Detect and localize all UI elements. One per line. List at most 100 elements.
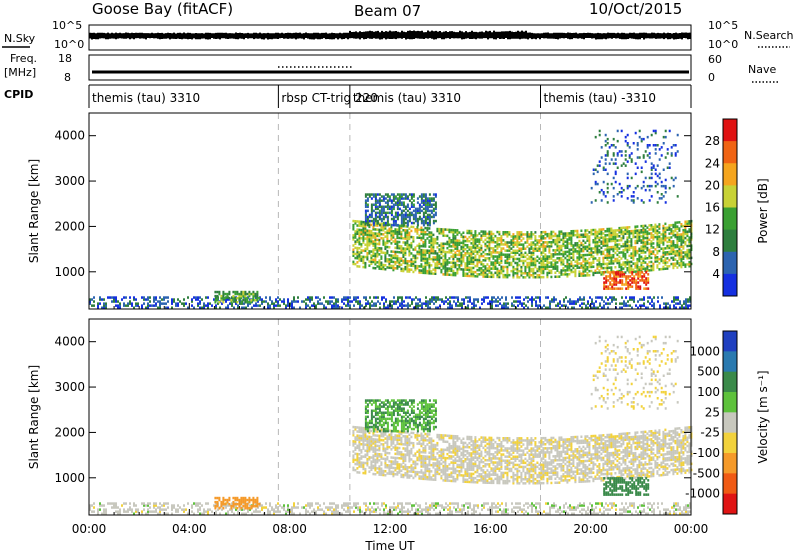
- power-gate: [364, 211, 367, 215]
- power-gate: [428, 193, 431, 196]
- power-gate: [404, 267, 407, 271]
- power-gate: [660, 233, 663, 236]
- power-gate: [356, 257, 359, 260]
- power-gate: [534, 231, 537, 234]
- power-gate: [662, 228, 665, 232]
- power-gate: [645, 271, 648, 274]
- power-gate: [572, 232, 575, 235]
- power-gate: [456, 231, 459, 234]
- velocity-gate: [343, 508, 345, 511]
- power-gate: [426, 271, 429, 275]
- power-gate: [674, 262, 677, 265]
- power-gate: [484, 267, 487, 270]
- power-gate: [378, 203, 381, 206]
- power-gate: [430, 199, 433, 202]
- power-gate: [614, 235, 617, 238]
- power-gate: [636, 184, 639, 188]
- velocity-gate: [149, 506, 151, 509]
- velocity-gate: [335, 506, 337, 509]
- power-gate: [207, 296, 209, 299]
- power-gate: [676, 249, 679, 253]
- power-gate: [642, 235, 645, 238]
- power-gate: [413, 306, 415, 309]
- power-gate: [493, 300, 495, 303]
- power-gate: [352, 234, 355, 237]
- power-gate: [591, 302, 593, 305]
- velocity-gate: [349, 502, 351, 505]
- power-gate: [446, 261, 449, 264]
- power-gate: [434, 213, 437, 217]
- power-gate: [440, 232, 443, 235]
- power-gate: [376, 224, 379, 227]
- power-gate: [652, 264, 655, 268]
- power-gate: [127, 304, 129, 307]
- power-gate: [388, 258, 391, 261]
- power-gate: [476, 244, 479, 247]
- power-gate: [422, 223, 425, 227]
- velocity-gate: [315, 502, 317, 505]
- power-gate: [392, 254, 395, 257]
- power-gate: [529, 298, 531, 301]
- power-gate: [631, 306, 633, 309]
- power-gate: [372, 258, 375, 262]
- power-gate: [418, 271, 421, 274]
- power-gate: [652, 266, 655, 270]
- power-gate: [610, 235, 613, 239]
- power-gate: [440, 268, 443, 272]
- power-gate: [420, 255, 423, 258]
- power-gate: [343, 296, 345, 299]
- power-gate: [534, 237, 537, 240]
- power-gate: [650, 240, 653, 243]
- power-gate: [518, 269, 521, 273]
- power-gate: [466, 250, 469, 253]
- power-gate: [354, 256, 357, 260]
- power-gate: [586, 237, 589, 240]
- power-gate: [396, 242, 399, 246]
- power-gate: [242, 292, 245, 296]
- velocity-gate: [519, 506, 521, 509]
- power-gate: [422, 193, 425, 196]
- velocity-gate: [443, 506, 445, 509]
- velocity-gate: [619, 512, 621, 515]
- velocity-gate: [365, 510, 367, 513]
- power-region: [364, 193, 437, 227]
- velocity-gate: [283, 504, 285, 507]
- power-gate: [580, 256, 583, 259]
- power-gate: [250, 299, 253, 302]
- power-gate: [552, 259, 555, 262]
- velocity-gate: [581, 504, 583, 507]
- power-gate: [153, 304, 155, 307]
- power-gate: [620, 228, 623, 232]
- velocity-gate: [399, 508, 401, 511]
- power-gate: [448, 228, 451, 232]
- velocity-gate: [545, 512, 547, 515]
- power-gate: [468, 240, 471, 243]
- power-gate: [417, 298, 419, 301]
- power-gate: [470, 272, 473, 276]
- velocity-gate: [445, 502, 447, 505]
- power-gate: [171, 298, 173, 301]
- power-gate: [516, 261, 519, 265]
- power-gate: [608, 235, 611, 239]
- power-gate: [406, 197, 409, 200]
- velocity-gate: [519, 502, 521, 505]
- power-gate: [650, 176, 653, 180]
- power-gate: [629, 304, 631, 307]
- power-gate: [450, 249, 453, 252]
- power-gate: [396, 259, 399, 262]
- power-gate: [384, 211, 387, 215]
- power-gate: [368, 231, 371, 235]
- power-gate: [508, 241, 511, 244]
- velocity-gate: [555, 504, 557, 507]
- power-gate: [651, 300, 653, 303]
- power-gate: [586, 229, 589, 232]
- power-gate: [384, 268, 387, 271]
- power-gate: [187, 306, 189, 309]
- power-gate: [500, 261, 503, 264]
- power-gate: [659, 306, 661, 309]
- power-gate: [374, 248, 377, 252]
- power-gate: [532, 249, 535, 252]
- power-gate: [240, 290, 243, 294]
- power-gate: [396, 228, 399, 231]
- power-gate: [654, 184, 657, 188]
